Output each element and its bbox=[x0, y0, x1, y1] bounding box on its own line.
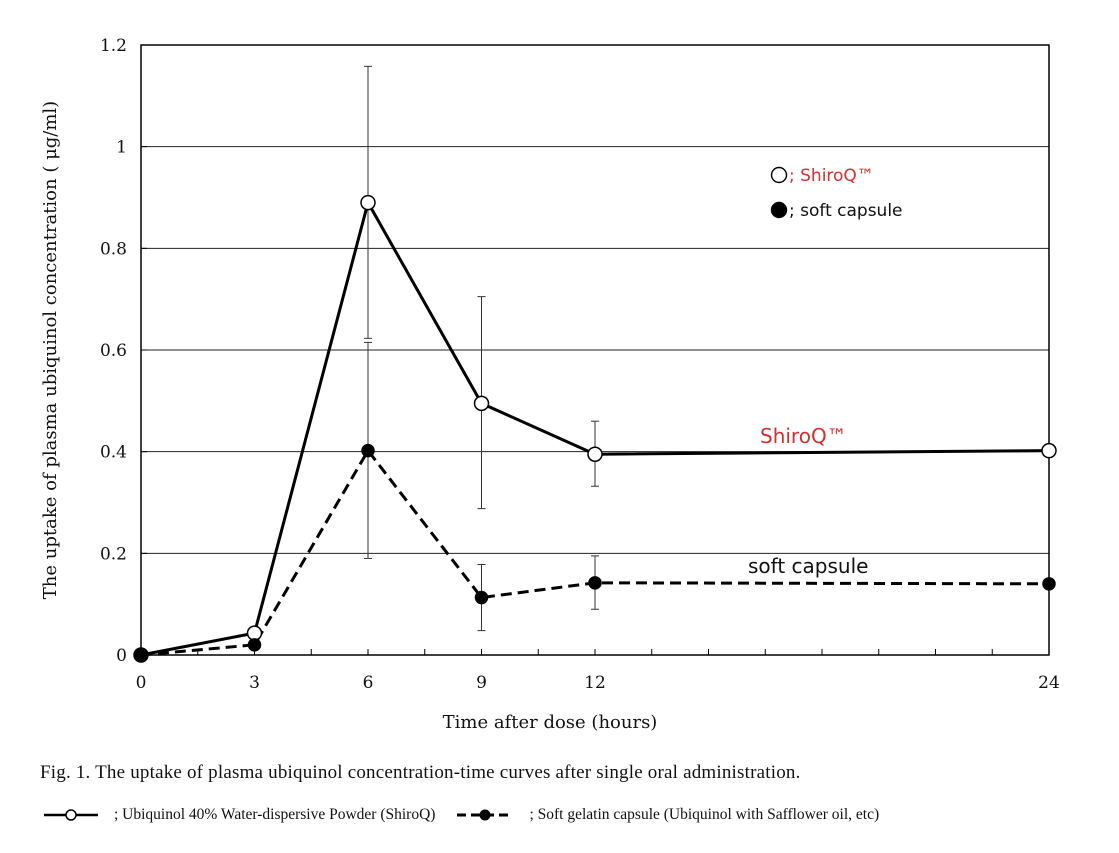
y-tick-label: 0.2 bbox=[100, 544, 127, 564]
legend-text-shiroq: ; Ubiquinol 40% Water-dispersive Powder … bbox=[114, 806, 436, 823]
filled-circle-legend-icon bbox=[770, 201, 788, 219]
inset-legend-label: ; soft capsule bbox=[789, 201, 903, 221]
inset-legend: ; ShiroQ™ ; soft capsule bbox=[770, 166, 903, 221]
series-line-shiroq bbox=[140, 201, 1050, 657]
x-tick-label: 9 bbox=[476, 673, 487, 693]
open-circle-solid-line-icon bbox=[44, 809, 98, 821]
open-circle-marker bbox=[473, 395, 490, 412]
filled-circle-marker bbox=[474, 590, 489, 605]
open-circle-marker bbox=[360, 194, 376, 211]
series-markers bbox=[133, 194, 1057, 663]
filled-circle-marker bbox=[247, 638, 262, 652]
x-axis-label: Time after dose (hours) bbox=[443, 712, 658, 733]
gridlines bbox=[141, 146, 1049, 554]
filled-circle-marker bbox=[1042, 577, 1056, 591]
filled-circle-marker bbox=[134, 648, 148, 662]
concentration-time-chart: 0 0.2 0.4 0.6 0.8 1 1.2 0 3 6 9 12 24 ; ShiroQ™ ; so… bbox=[40, 36, 1060, 733]
error-bars bbox=[364, 65, 599, 632]
x-tick-label: 12 bbox=[584, 673, 606, 693]
filled-circle-marker bbox=[361, 443, 375, 458]
inset-legend-label: ; ShiroQ™ bbox=[789, 166, 874, 186]
figure-caption: Fig. 1. The uptake of plasma ubiquinol c… bbox=[40, 762, 801, 783]
y-tick-label: 0.4 bbox=[100, 443, 127, 463]
x-tick-label: 0 bbox=[136, 673, 147, 693]
legend-item-soft-capsule: ; Soft gelatin capsule (Ubiquinol with S… bbox=[455, 806, 879, 824]
open-circle-marker bbox=[587, 446, 603, 462]
filled-circle-dashed-line-icon bbox=[457, 809, 514, 821]
open-circle-legend-icon bbox=[770, 166, 788, 184]
series-line-soft-capsule bbox=[140, 449, 1050, 657]
y-axis-label: The uptake of plasma ubiquinol concentra… bbox=[40, 101, 61, 599]
legend-item-shiroq: ; Ubiquinol 40% Water-dispersive Powder … bbox=[42, 806, 435, 824]
series-annotation: ShiroQ™ bbox=[760, 424, 847, 448]
series-lines bbox=[140, 201, 1050, 657]
x-tick-label: 6 bbox=[363, 673, 374, 693]
open-circle-marker bbox=[246, 625, 263, 641]
y-tick-label: 0.6 bbox=[100, 341, 127, 361]
x-tick-label: 3 bbox=[249, 673, 260, 693]
y-tick-label: 0 bbox=[116, 646, 127, 666]
x-axis-ticks: 0 3 6 9 12 24 bbox=[136, 649, 1060, 693]
bottom-legend: ; Ubiquinol 40% Water-dispersive Powder … bbox=[42, 806, 879, 824]
y-tick-label: 1.2 bbox=[100, 36, 127, 56]
legend-text-soft-capsule: ; Soft gelatin capsule (Ubiquinol with S… bbox=[529, 806, 880, 823]
series-annotations: ShiroQ™ soft capsule bbox=[748, 424, 868, 578]
y-tick-label: 1 bbox=[116, 138, 127, 158]
series-annotation: soft capsule bbox=[748, 554, 868, 578]
open-circle-marker bbox=[1041, 442, 1057, 459]
filled-circle-marker bbox=[588, 576, 602, 590]
y-axis-ticks: 0 0.2 0.4 0.6 0.8 1 1.2 bbox=[100, 36, 147, 666]
x-tick-label: 24 bbox=[1038, 673, 1060, 693]
y-tick-label: 0.8 bbox=[100, 239, 127, 259]
